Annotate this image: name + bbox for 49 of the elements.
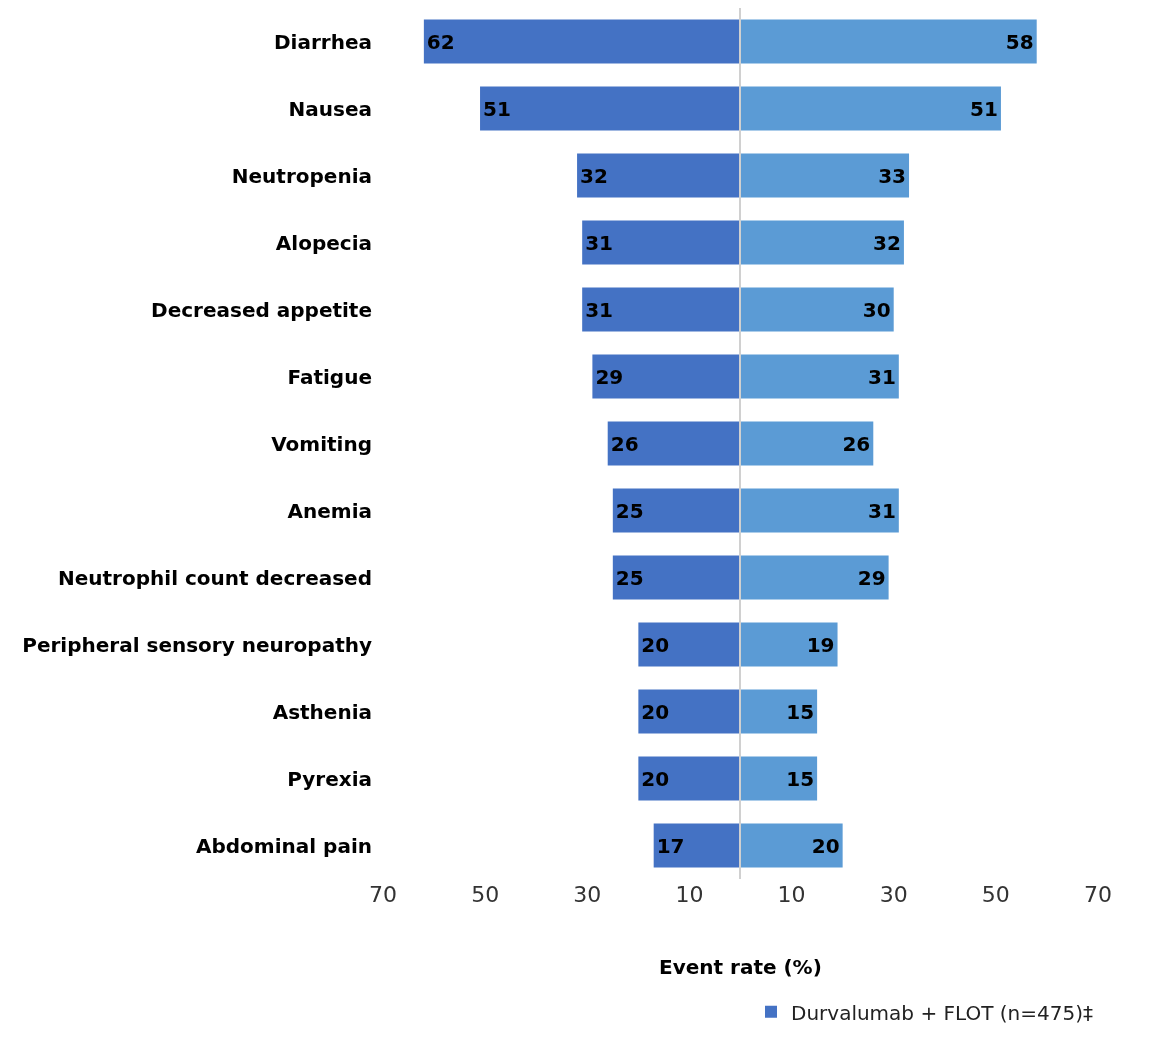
data-label: 29 xyxy=(595,364,624,389)
y-tick-label: Anemia xyxy=(287,498,372,523)
data-label: 31 xyxy=(867,364,896,389)
data-label: 31 xyxy=(585,230,614,255)
data-label: 20 xyxy=(641,766,670,791)
y-tick-label: Neutropenia xyxy=(231,163,372,188)
data-label: 25 xyxy=(615,498,644,523)
y-tick-label: Asthenia xyxy=(272,699,372,724)
data-label: 51 xyxy=(483,96,511,121)
data-label: 26 xyxy=(842,431,871,456)
data-label: 32 xyxy=(580,163,608,188)
y-tick-label: Alopecia xyxy=(275,230,372,255)
y-tick-label: Peripheral sensory neuropathy xyxy=(22,632,372,657)
y-tick-label: Nausea xyxy=(288,96,372,121)
data-label: 62 xyxy=(426,29,455,54)
data-label: 51 xyxy=(970,96,998,121)
y-tick-label: Fatigue xyxy=(287,364,372,389)
y-tick-label: Vomiting xyxy=(271,431,372,456)
data-label: 20 xyxy=(811,833,840,858)
data-label: 20 xyxy=(641,632,670,657)
data-label: 17 xyxy=(656,833,685,858)
data-label: 31 xyxy=(585,297,614,322)
data-label: 30 xyxy=(862,297,891,322)
data-label: 20 xyxy=(641,699,670,724)
legend-label: Durvalumab + FLOT (n=475)‡ xyxy=(791,1000,1093,1025)
x-tick-label: 70 xyxy=(1084,882,1112,907)
data-label: 26 xyxy=(610,431,639,456)
y-tick-label: Abdominal pain xyxy=(195,833,372,858)
data-label: 32 xyxy=(873,230,901,255)
x-tick-label: 50 xyxy=(981,882,1010,907)
x-axis-title: Event rate (%) xyxy=(659,955,822,979)
y-tick-label: Pyrexia xyxy=(287,766,372,791)
data-label: 29 xyxy=(857,565,886,590)
x-tick-label: 30 xyxy=(573,882,602,907)
x-tick-label: 10 xyxy=(777,882,806,907)
data-label: 15 xyxy=(786,766,815,791)
y-tick-label: Neutrophil count decreased xyxy=(58,565,372,590)
data-label: 25 xyxy=(615,565,644,590)
data-label: 15 xyxy=(786,699,815,724)
x-tick-label: 70 xyxy=(369,882,397,907)
y-tick-label: Diarrhea xyxy=(274,29,372,54)
data-label: 19 xyxy=(806,632,835,657)
data-label: 58 xyxy=(1005,29,1034,54)
x-tick-label: 30 xyxy=(879,882,908,907)
data-label: 33 xyxy=(878,163,907,188)
y-tick-label: Decreased appetite xyxy=(151,297,372,322)
x-tick-label: 10 xyxy=(675,882,704,907)
x-tick-label: 50 xyxy=(471,882,500,907)
data-label: 31 xyxy=(867,498,896,523)
